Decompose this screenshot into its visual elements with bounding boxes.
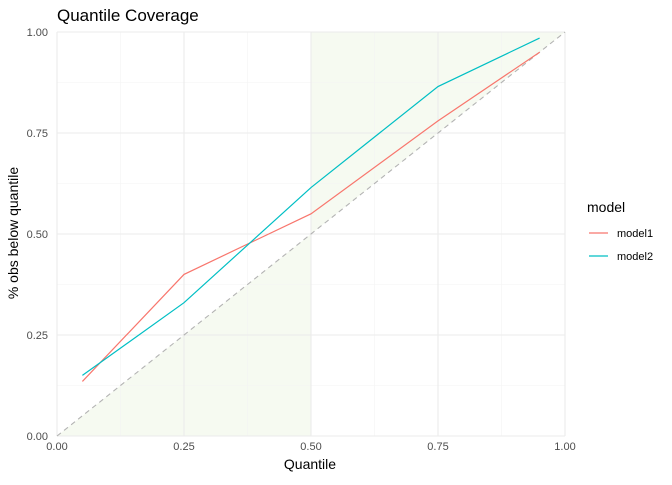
legend-label-model1: model1	[617, 228, 653, 240]
chart-title: Quantile Coverage	[57, 6, 199, 25]
legend-title: model	[587, 199, 625, 215]
series-line-model1	[81, 51, 540, 382]
x-tick-label: 0.25	[173, 441, 194, 453]
y-tick-labels: 0.00 0.25 0.50 0.75 1.00	[27, 27, 48, 443]
x-tick-label: 0.75	[427, 441, 448, 453]
identity-line	[56, 31, 566, 437]
x-tick-label: 0.00	[46, 441, 67, 453]
x-tick-labels: 0.00 0.25 0.50 0.75 1.00	[46, 441, 575, 453]
x-tick-label: 1.00	[554, 441, 575, 453]
y-tick-label: 0.50	[27, 229, 48, 241]
series-lines	[81, 37, 540, 382]
reference-line	[56, 31, 566, 437]
y-axis-title: % obs below quantile	[5, 167, 21, 300]
y-tick-label: 0.25	[27, 330, 48, 342]
y-tick-label: 0.75	[27, 128, 48, 140]
y-tick-label: 0.00	[27, 431, 48, 443]
series-line-model2	[82, 37, 540, 376]
grid-lines	[56, 31, 566, 437]
x-tick-label: 0.50	[300, 441, 321, 453]
y-tick-label: 1.00	[27, 27, 48, 39]
x-axis-title: Quantile	[284, 456, 336, 472]
legend: model model1 model2	[587, 199, 653, 263]
legend-label-model2: model2	[617, 251, 653, 263]
